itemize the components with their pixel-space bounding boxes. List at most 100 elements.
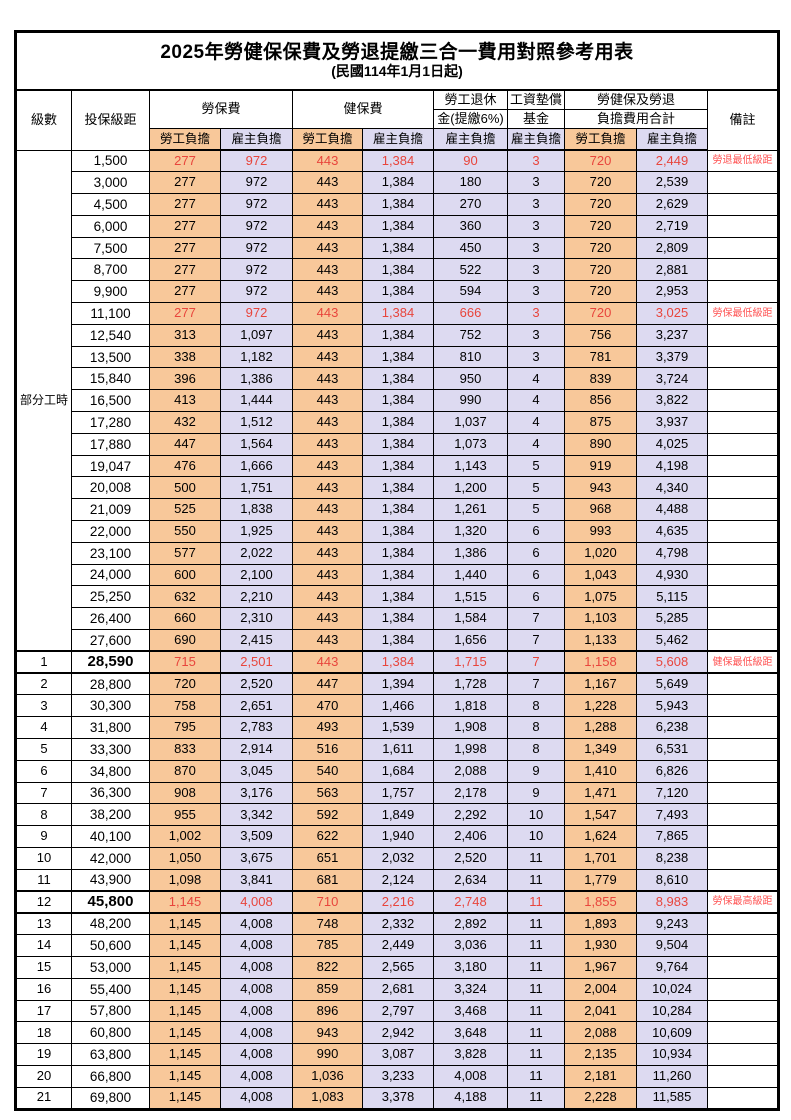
total-employer-cell: 8,983 (636, 890, 708, 914)
remark-cell: 健保最低級距 (706, 650, 780, 675)
bracket-cell: 53,000 (71, 955, 150, 979)
remark-cell (706, 977, 780, 1001)
total-employee-cell: 1,893 (564, 912, 637, 936)
health-employee-cell: 516 (292, 738, 363, 761)
total-employee-cell: 781 (564, 345, 637, 369)
total-employee-cell: 720 (564, 171, 637, 195)
bracket-cell: 43,900 (71, 868, 150, 892)
table-row: 7 36,300 908 3,176 563 1,757 2,178 9 1,471 7,120 (15, 781, 780, 805)
total-employer-cell: 5,649 (636, 672, 708, 696)
health-employee-cell: 443 (292, 236, 363, 260)
health-employer-cell: 1,849 (362, 803, 434, 827)
table-row: 5 33,300 833 2,914 516 1,611 1,998 8 1,349 6,531 (15, 738, 780, 761)
labor-employee-cell: 1,145 (149, 1086, 221, 1110)
subheader-labor-employer: 雇主負擔 (220, 128, 293, 151)
pension-employer-cell: 90 (433, 149, 508, 173)
labor-employer-cell: 3,342 (220, 803, 293, 827)
bracket-cell: 33,300 (71, 738, 150, 761)
pension-employer-cell: 3,828 (433, 1043, 508, 1066)
total-employee-cell: 1,930 (564, 934, 637, 957)
table-row: 17,280 432 1,512 443 1,384 1,037 4 875 3,937 (16, 411, 780, 434)
wagefund-employer-cell: 3 (507, 214, 565, 238)
level-cell: 12 (15, 890, 72, 914)
labor-employer-cell: 2,310 (220, 607, 293, 631)
health-employee-cell: 990 (292, 1043, 363, 1066)
total-employer-cell: 5,115 (636, 585, 708, 609)
wagefund-employer-cell: 4 (507, 367, 565, 391)
total-employer-cell: 4,798 (636, 541, 708, 565)
total-employer-cell: 4,635 (636, 520, 708, 543)
table-row: 27,600 690 2,415 443 1,384 1,656 7 1,133 5,462 (16, 629, 780, 652)
total-employer-cell: 9,764 (636, 955, 708, 979)
wagefund-employer-cell: 6 (507, 585, 565, 609)
remark-cell (706, 193, 780, 216)
level-cell: 19 (15, 1043, 72, 1066)
labor-employer-cell: 3,045 (220, 759, 293, 783)
pension-employer-cell: 1,320 (433, 520, 508, 543)
health-employer-cell: 1,384 (362, 498, 434, 522)
remark-cell: 勞保最低級距 (706, 302, 780, 325)
labor-employer-cell: 3,675 (220, 847, 293, 870)
subheader-total-employee: 勞工負擔 (564, 128, 637, 151)
col-header-level: 級數 (15, 89, 72, 151)
wagefund-employer-cell: 9 (507, 781, 565, 805)
total-employee-cell: 1,779 (564, 868, 637, 892)
total-employee-cell: 720 (564, 193, 637, 216)
wagefund-employer-cell: 4 (507, 432, 565, 456)
wagefund-employer-cell: 5 (507, 476, 565, 500)
pension-employer-cell: 3,648 (433, 1021, 508, 1045)
labor-employee-cell: 1,145 (149, 999, 221, 1023)
total-employer-cell: 4,198 (636, 454, 708, 478)
wagefund-employer-cell: 11 (507, 1086, 565, 1110)
health-employer-cell: 1,384 (362, 149, 434, 173)
labor-employee-cell: 1,050 (149, 847, 221, 870)
labor-employer-cell: 2,022 (220, 541, 293, 565)
labor-employer-cell: 2,520 (220, 672, 293, 696)
total-employee-cell: 1,471 (564, 781, 637, 805)
health-employer-cell: 1,384 (362, 193, 434, 216)
total-employer-cell: 4,488 (636, 498, 708, 522)
health-employer-cell: 1,384 (362, 236, 434, 260)
health-employee-cell: 443 (292, 520, 363, 543)
bracket-cell: 20,008 (71, 476, 150, 500)
table-row: 8,700 277 972 443 1,384 522 3 720 2,881 (16, 258, 780, 282)
remark-cell (706, 236, 780, 260)
table-row: 7,500 277 972 443 1,384 450 3 720 2,809 (16, 236, 780, 260)
labor-employee-cell: 1,145 (149, 1021, 221, 1045)
subheader-pension-employer: 雇主負擔 (433, 128, 508, 151)
remark-cell (706, 955, 780, 979)
remark-cell (706, 1021, 780, 1045)
total-employer-cell: 9,504 (636, 934, 708, 957)
remark-cell (706, 847, 780, 870)
remark-cell (706, 541, 780, 565)
header-row-1: 級數 投保級距 勞保費 健保費 勞工退休 工資墊償 勞健保及勞退 備註 (15, 89, 780, 151)
wagefund-employer-cell: 3 (507, 258, 565, 282)
labor-employee-cell: 413 (149, 389, 221, 413)
wagefund-employer-cell: 11 (507, 1021, 565, 1045)
health-employer-cell: 1,384 (362, 258, 434, 282)
total-employer-cell: 8,238 (636, 847, 708, 870)
level-cell: 16 (15, 977, 72, 1001)
health-employee-cell: 1,036 (292, 1064, 363, 1088)
health-employer-cell: 1,384 (362, 389, 434, 413)
labor-employee-cell: 1,145 (149, 912, 221, 936)
pension-employer-cell: 450 (433, 236, 508, 260)
wagefund-employer-cell: 4 (507, 411, 565, 434)
level-cell: 21 (15, 1086, 72, 1110)
labor-employer-cell: 4,008 (220, 977, 293, 1001)
remark-cell (706, 258, 780, 282)
labor-employee-cell: 758 (149, 694, 221, 718)
health-employer-cell: 2,032 (362, 847, 434, 870)
remark-cell (706, 389, 780, 413)
labor-employee-cell: 525 (149, 498, 221, 522)
bracket-cell: 19,047 (71, 454, 150, 478)
wagefund-employer-cell: 3 (507, 193, 565, 216)
labor-employee-cell: 277 (149, 236, 221, 260)
col-header-health-insurance: 健保費 (292, 89, 434, 129)
bracket-cell: 63,800 (71, 1043, 150, 1066)
health-employee-cell: 443 (292, 323, 363, 347)
col-header-bracket: 投保級距 (71, 89, 150, 151)
bracket-cell: 42,000 (71, 847, 150, 870)
health-employee-cell: 710 (292, 890, 363, 914)
remark-cell (706, 345, 780, 369)
